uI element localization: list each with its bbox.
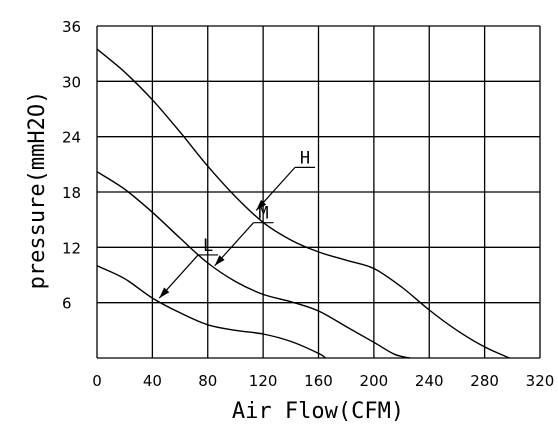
curve-label-M: M <box>258 204 268 224</box>
leader-arrowhead <box>214 255 225 266</box>
x-tick-label: 280 <box>470 372 499 390</box>
y-tick-label: 24 <box>62 129 81 147</box>
x-tick-label: 320 <box>526 372 555 390</box>
curve-label-H: H <box>300 148 310 168</box>
x-tick-label: 40 <box>143 372 162 390</box>
y-tick-label: 6 <box>62 295 72 313</box>
y-axis-title: pressure(mmH2O) <box>25 91 50 290</box>
performance-curves <box>96 48 510 359</box>
tick-labels: 0 40 80 120 160 200 240 280 320 6 12 18 24 30 36 <box>62 18 554 390</box>
leader-arrowhead <box>159 287 170 299</box>
curve-label-L: L <box>203 236 213 256</box>
x-tick-label: 120 <box>249 372 278 390</box>
curve-H <box>96 48 510 359</box>
y-tick-label: 18 <box>62 184 81 202</box>
x-tick-label: 200 <box>360 372 389 390</box>
x-tick-label: 80 <box>198 372 217 390</box>
curve-annotations: H M L <box>158 148 316 299</box>
curve-M <box>96 171 411 359</box>
curve-L <box>96 265 326 359</box>
x-tick-label: 0 <box>92 372 102 390</box>
x-tick-label: 160 <box>304 372 333 390</box>
x-axis-title: Air Flow(CFM) <box>232 399 404 424</box>
grid <box>96 25 541 359</box>
y-tick-label: 36 <box>62 18 81 36</box>
y-tick-label: 30 <box>62 73 81 91</box>
y-tick-label: 12 <box>62 239 81 257</box>
leader-arrowhead <box>256 199 267 211</box>
x-tick-label: 240 <box>415 372 444 390</box>
